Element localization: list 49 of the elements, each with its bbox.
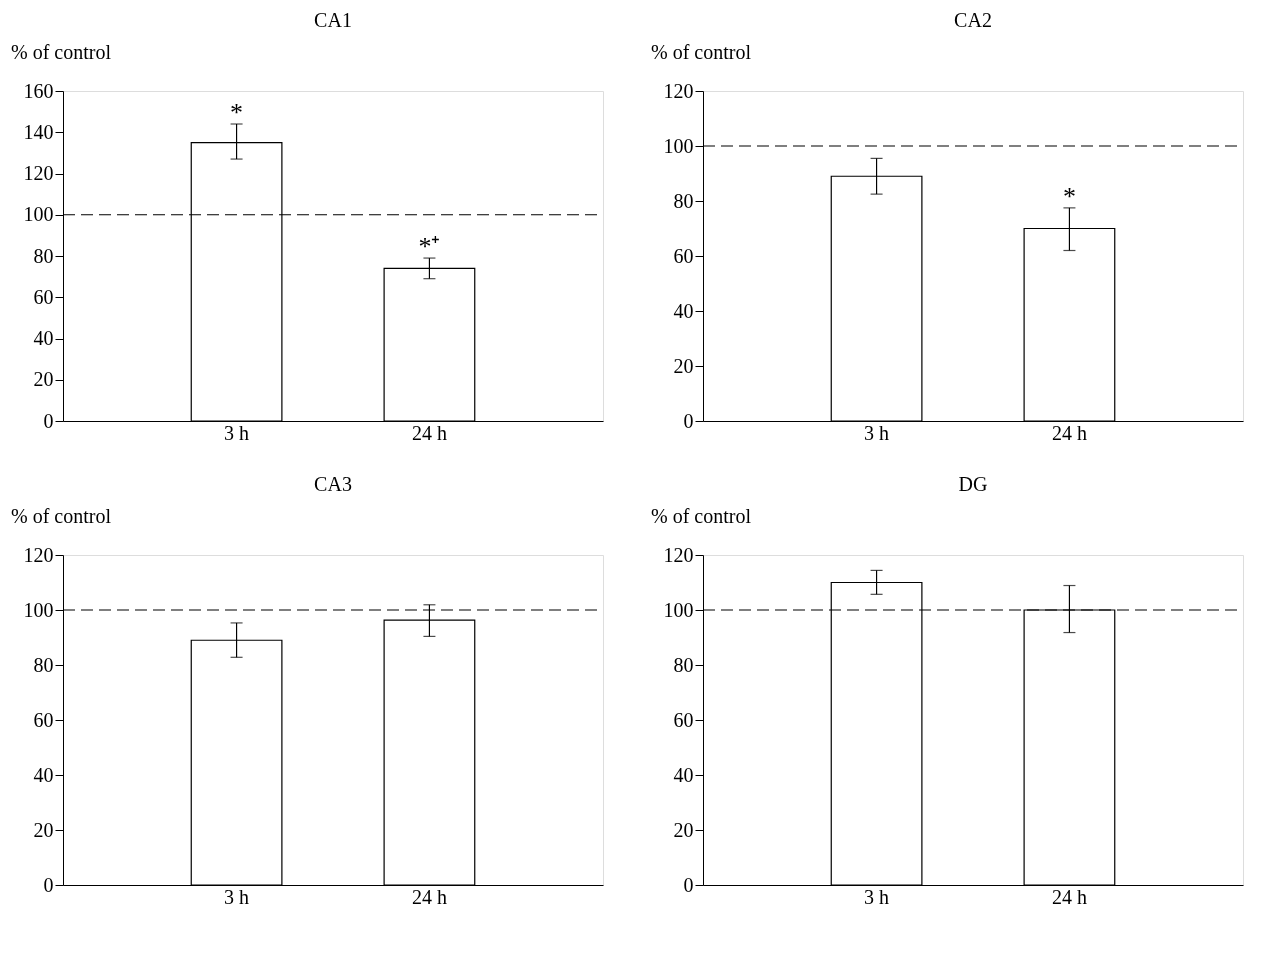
x-tick-label: 24 h [1051,421,1087,444]
y-tick-label: 60 [673,244,694,267]
y-tick-label: 40 [673,299,694,322]
y-tick-label: 100 [23,598,54,621]
y-tick-label: 20 [33,368,54,391]
y-tick-label: 80 [33,653,54,676]
y-tick-label: 80 [673,653,694,676]
annotation: * [1062,181,1076,211]
y-tick-label: 120 [23,162,54,184]
annotation: * [230,98,244,127]
y-tick-label: 120 [663,543,694,566]
y-tick-label: 100 [663,134,694,157]
y-axis-title: % of control [11,505,112,527]
y-tick-label: 40 [673,763,694,786]
y-tick-label: 120 [23,543,54,566]
y-tick-label: 60 [673,708,694,731]
y-tick-label: 100 [23,203,54,226]
chart-title: DG [958,473,988,495]
x-tick-label: 24 h [411,421,447,444]
chart-title: CA2 [954,9,992,31]
y-tick-label: 20 [673,354,694,377]
x-tick-label: 3 h [224,885,250,908]
y-tick-label: 0 [683,409,694,432]
y-tick-label: 0 [43,873,54,896]
y-axis-title: % of control [11,41,112,63]
y-tick-label: 0 [43,409,54,432]
y-tick-label: 40 [33,327,54,349]
x-tick-label: 3 h [864,885,890,908]
y-tick-label: 120 [663,79,694,102]
annotation: *⁺ [418,232,441,262]
y-tick-label: 100 [663,598,694,621]
y-axis-title: % of control [651,41,752,63]
x-tick-label: 24 h [411,885,447,908]
y-tick-label: 0 [683,873,694,896]
y-tick-label: 160 [23,79,54,102]
y-tick-label: 60 [33,285,54,308]
y-tick-label: 60 [33,708,54,731]
y-axis-title: % of control [651,505,752,527]
y-tick-label: 40 [33,763,54,786]
y-tick-label: 20 [33,818,54,841]
y-tick-label: 80 [33,244,54,267]
y-tick-label: 80 [673,189,694,212]
chart-title: CA1 [314,9,352,31]
y-tick-label: 20 [673,818,694,841]
y-tick-label: 140 [23,120,54,143]
x-tick-label: 24 h [1051,885,1087,908]
chart-title: CA3 [314,473,352,495]
x-tick-label: 3 h [864,421,890,444]
x-tick-label: 3 h [224,421,250,444]
